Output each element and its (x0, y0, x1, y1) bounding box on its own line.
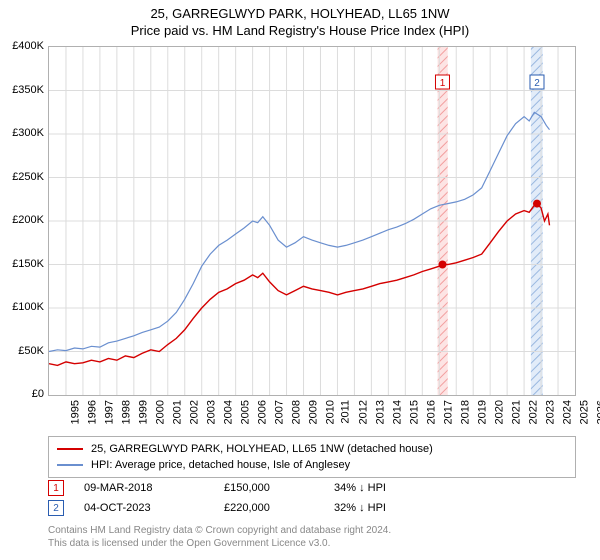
plot-svg: 12 (49, 47, 575, 395)
x-tick-label: 2018 (460, 400, 472, 424)
x-tick-label: 1996 (86, 400, 98, 424)
y-tick-label: £300K (2, 127, 44, 139)
x-tick-label: 2015 (409, 400, 421, 424)
sale-pct: 34% ↓ HPI (334, 482, 464, 494)
x-tick-label: 2008 (290, 400, 302, 424)
footer-attribution: Contains HM Land Registry data © Crown c… (48, 524, 391, 550)
x-tick-label: 1995 (69, 400, 81, 424)
y-tick-label: £350K (2, 84, 44, 96)
x-tick-label: 2014 (392, 400, 404, 424)
x-tick-label: 2001 (171, 400, 183, 424)
x-tick-label: 2020 (494, 400, 506, 424)
legend-label-series2: HPI: Average price, detached house, Isle… (91, 459, 350, 471)
title-line2: Price paid vs. HM Land Registry's House … (0, 23, 600, 38)
sale-badge-1: 1 (48, 480, 64, 496)
x-tick-label: 2013 (375, 400, 387, 424)
sale-row: 2 04-OCT-2023 £220,000 32% ↓ HPI (48, 498, 576, 518)
y-tick-label: £0 (2, 388, 44, 400)
footer-line1: Contains HM Land Registry data © Crown c… (48, 524, 391, 537)
sale-price: £220,000 (224, 502, 334, 514)
x-tick-label: 1998 (120, 400, 132, 424)
legend-box: 25, GARREGLWYD PARK, HOLYHEAD, LL65 1NW … (48, 436, 576, 478)
legend-swatch-series1 (57, 448, 83, 450)
legend-label-series1: 25, GARREGLWYD PARK, HOLYHEAD, LL65 1NW … (91, 443, 433, 455)
x-tick-label: 2010 (324, 400, 336, 424)
x-tick-label: 2000 (154, 400, 166, 424)
title-block: 25, GARREGLWYD PARK, HOLYHEAD, LL65 1NW … (0, 0, 600, 38)
x-tick-label: 2012 (358, 400, 370, 424)
x-tick-label: 2025 (579, 400, 591, 424)
x-tick-label: 2006 (256, 400, 268, 424)
title-line1: 25, GARREGLWYD PARK, HOLYHEAD, LL65 1NW (0, 6, 600, 21)
y-tick-label: £150K (2, 258, 44, 270)
x-tick-label: 2026 (595, 400, 600, 424)
footer-line2: This data is licensed under the Open Gov… (48, 537, 391, 550)
x-tick-label: 2002 (188, 400, 200, 424)
x-tick-label: 1999 (137, 400, 149, 424)
svg-text:1: 1 (440, 78, 446, 89)
x-tick-label: 2019 (477, 400, 489, 424)
x-tick-label: 2011 (340, 400, 352, 424)
x-tick-label: 2016 (426, 400, 438, 424)
sale-price: £150,000 (224, 482, 334, 494)
x-tick-label: 2017 (443, 400, 455, 424)
plot-area: 12 (48, 46, 576, 396)
x-tick-label: 2004 (222, 400, 234, 424)
x-tick-label: 2024 (562, 400, 574, 424)
chart-container: 25, GARREGLWYD PARK, HOLYHEAD, LL65 1NW … (0, 0, 600, 560)
x-tick-label: 2022 (528, 400, 540, 424)
sale-date: 04-OCT-2023 (84, 502, 224, 514)
x-tick-label: 1997 (103, 400, 115, 424)
y-tick-label: £100K (2, 301, 44, 313)
x-tick-label: 2007 (273, 400, 285, 424)
x-tick-label: 2023 (545, 400, 557, 424)
svg-text:2: 2 (534, 78, 540, 89)
legend-row: HPI: Average price, detached house, Isle… (57, 457, 567, 473)
y-tick-label: £250K (2, 171, 44, 183)
x-tick-label: 2021 (511, 400, 523, 424)
legend-swatch-series2 (57, 464, 83, 466)
x-tick-label: 2003 (205, 400, 217, 424)
x-tick-label: 2005 (239, 400, 251, 424)
sale-date: 09-MAR-2018 (84, 482, 224, 494)
sale-row: 1 09-MAR-2018 £150,000 34% ↓ HPI (48, 478, 576, 498)
sale-pct: 32% ↓ HPI (334, 502, 464, 514)
x-tick-label: 2009 (307, 400, 319, 424)
sales-block: 1 09-MAR-2018 £150,000 34% ↓ HPI 2 04-OC… (48, 478, 576, 518)
y-tick-label: £400K (2, 40, 44, 52)
y-tick-label: £200K (2, 214, 44, 226)
sale-badge-2: 2 (48, 500, 64, 516)
legend-row: 25, GARREGLWYD PARK, HOLYHEAD, LL65 1NW … (57, 441, 567, 457)
y-tick-label: £50K (2, 345, 44, 357)
